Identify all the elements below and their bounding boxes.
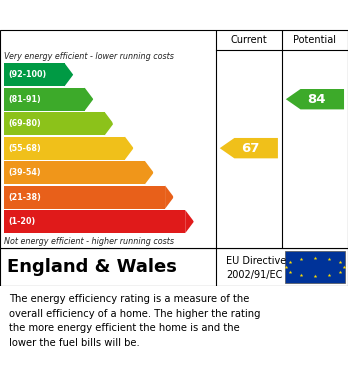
Text: Potential: Potential [293, 35, 337, 45]
Text: D: D [132, 142, 143, 155]
Text: 2002/91/EC: 2002/91/EC [226, 270, 283, 280]
Text: A: A [71, 68, 82, 81]
Text: (55-68): (55-68) [8, 143, 41, 152]
Bar [4, 185, 165, 209]
Text: (69-80): (69-80) [8, 119, 41, 128]
Bar [4, 136, 125, 160]
Text: Not energy efficient - higher running costs: Not energy efficient - higher running co… [4, 237, 174, 246]
Text: (39-54): (39-54) [8, 168, 41, 177]
Text: Very energy efficient - lower running costs: Very energy efficient - lower running co… [4, 52, 174, 61]
Polygon shape [125, 136, 134, 160]
Text: C: C [112, 117, 121, 130]
Bar [4, 63, 64, 86]
Polygon shape [105, 112, 113, 135]
Polygon shape [286, 89, 344, 109]
Text: 84: 84 [307, 93, 326, 106]
Text: (92-100): (92-100) [8, 70, 47, 79]
Polygon shape [220, 138, 278, 158]
Bar [4, 88, 85, 111]
Polygon shape [165, 185, 174, 209]
Text: The energy efficiency rating is a measure of the
overall efficiency of a home. T: The energy efficiency rating is a measur… [9, 294, 260, 348]
Bar [4, 112, 105, 135]
Text: (81-91): (81-91) [8, 95, 41, 104]
Polygon shape [64, 63, 73, 86]
Polygon shape [85, 88, 93, 111]
Text: 67: 67 [241, 142, 260, 155]
Bar [4, 161, 145, 184]
Text: F: F [172, 191, 181, 204]
Text: (1-20): (1-20) [8, 217, 35, 226]
Bar [4, 210, 185, 233]
Bar [285, 251, 345, 283]
Text: EU Directive: EU Directive [226, 256, 286, 266]
Polygon shape [185, 210, 194, 233]
Text: Current: Current [230, 35, 267, 45]
Text: (21-38): (21-38) [8, 193, 41, 202]
Polygon shape [145, 161, 154, 184]
Text: Energy Efficiency Rating: Energy Efficiency Rating [10, 7, 213, 23]
Text: England & Wales: England & Wales [7, 258, 177, 276]
Text: B: B [92, 93, 102, 106]
Text: E: E [152, 166, 161, 179]
Text: G: G [192, 215, 203, 228]
